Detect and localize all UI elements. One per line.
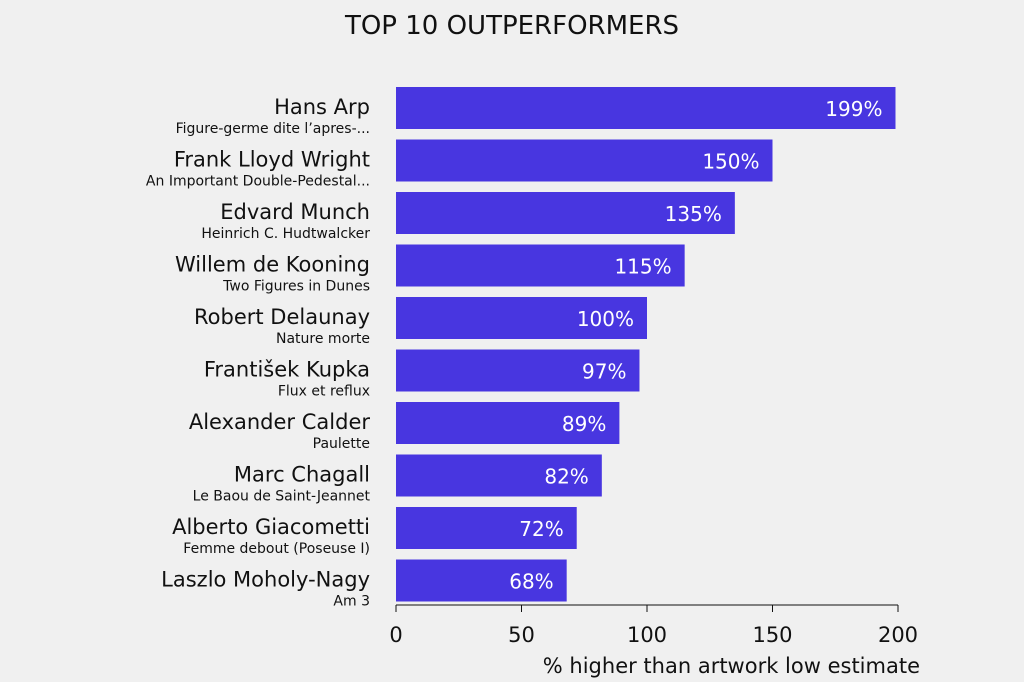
category-label: Hans Arp [274,95,370,119]
category-label: Alexander Calder [189,410,371,434]
bar [396,192,735,234]
value-label: 199% [825,97,882,121]
artwork-label: Femme debout (Poseuse I) [183,541,370,557]
value-label: 82% [544,465,588,489]
category-label: Marc Chagall [234,463,370,487]
bar [396,559,567,602]
value-label: 72% [519,517,563,541]
value-label: 150% [702,150,759,174]
bar [396,454,602,497]
artwork-label: Two Figures in Dunes [222,279,370,295]
category-label: Laszlo Moholy-Nagy [161,568,370,592]
x-tick-label: 100 [627,623,667,647]
chart-title: TOP 10 OUTPERFORMERS [344,11,679,41]
artwork-label: An Important Double-Pedestal... [146,174,370,190]
value-label: 115% [614,255,671,279]
x-axis-label: % higher than artwork low estimate [543,654,920,678]
artwork-label: Nature morte [276,331,370,347]
artwork-label: Flux et reflux [278,384,370,400]
value-label: 100% [577,307,634,331]
category-label: Edvard Munch [220,200,370,224]
value-label: 135% [665,202,722,226]
artwork-label: Heinrich C. Hudtwalcker [201,226,370,242]
artwork-label: Am 3 [333,594,370,610]
category-label: Alberto Giacometti [172,515,370,539]
category-label: Robert Delaunay [194,305,370,329]
category-label: Frank Lloyd Wright [174,148,370,172]
bar [396,349,640,392]
x-tick-label: 0 [389,623,402,647]
bar [396,87,896,129]
bar [396,297,647,339]
x-tick-label: 150 [752,623,792,647]
x-tick-label: 50 [508,623,535,647]
bar [396,507,577,549]
artwork-label: Paulette [313,436,370,452]
category-label: František Kupka [204,358,370,382]
bar [396,402,620,444]
x-tick-label: 200 [878,623,918,647]
bar [396,244,685,287]
value-label: 68% [509,570,553,594]
bar [396,139,773,182]
artwork-label: Le Baou de Saint-Jeannet [193,489,371,505]
value-label: 97% [582,360,626,384]
category-label: Willem de Kooning [175,253,370,277]
artwork-label: Figure-germe dite l’apres-... [176,121,370,137]
value-label: 89% [562,412,606,436]
